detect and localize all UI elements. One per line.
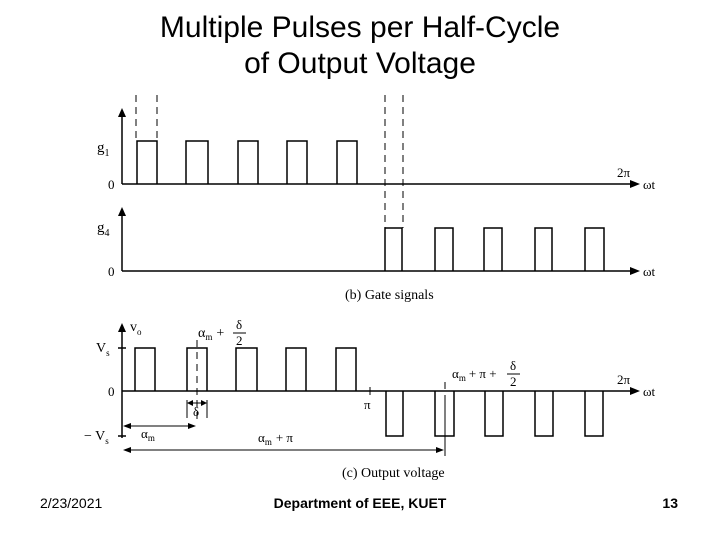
g1-label: g1 [97,140,110,159]
vo-label: vo [130,320,142,337]
output-voltage-caption: (c) Output voltage [342,466,445,481]
g4-pulse [483,227,503,271]
alpha-m-label: αm [141,426,155,443]
g4-pulse [584,227,605,271]
vo-x-arrow [630,387,640,395]
g1-omega-t-label: ωt [643,177,656,192]
vo-negative-pulse [385,391,404,437]
alpha-delta-half-label: αm + [198,326,224,342]
gate-signals-caption: (b) Gate signals [345,288,434,303]
arrowhead [123,423,131,429]
footer-department: Department of EEE, KUET [273,495,447,511]
g4-zero-label: 0 [108,264,115,279]
arrowhead [436,447,444,453]
g1-pulse [136,140,158,184]
g1-x-arrow [630,180,640,188]
g4-pulse [534,227,553,271]
footer-date: 2/23/2021 [40,495,103,511]
vo-positive-pulse [186,347,208,391]
vo-two-pi-label: 2π [617,372,631,387]
vo-positive-pulse [134,347,156,391]
alpha-pi-delta-half-num: δ [510,358,516,373]
vo-negative-pulse [534,391,554,437]
slide-title-line2: of Output Voltage [244,47,476,80]
g4-pulse [434,227,454,271]
g4-omega-t-label: ωt [643,264,656,279]
pi-label: π [364,397,371,412]
page-number: 13 [662,495,678,511]
g4-y-arrow [118,207,126,216]
alpha-delta-half-den: 2 [236,333,243,348]
alpha-pi-delta-half-den: 2 [510,374,517,389]
arrowhead [201,400,207,406]
vo-positive-pulse [335,347,357,391]
g1-pulse [336,140,358,184]
vo-positive-pulse [235,347,258,391]
vo-positive-pulse [285,347,307,391]
delta-label: δ [193,404,199,419]
g1-two-pi-label: 2π [617,165,631,180]
vo-negative-pulse [584,391,604,437]
slide-title-line1: Multiple Pulses per Half-Cycle [159,11,561,44]
alpha-pi-delta-half-label: αm + π + [452,366,497,383]
g1-pulse [185,140,209,184]
alpha-delta-half-num: δ [236,317,242,332]
g4-pulse [384,227,403,271]
g1-pulse [286,140,308,184]
neg-vs-label: − Vs [84,429,109,446]
g4-x-arrow [630,267,640,275]
g1-y-arrow [118,108,126,117]
vo-omega-t-label: ωt [643,384,656,399]
arrowhead [187,400,193,406]
g1-zero-label: 0 [108,177,115,192]
vo-y-arrow [118,323,126,332]
arrowhead [123,447,131,453]
g4-label: g4 [97,220,110,239]
vo-zero-label: 0 [108,384,115,399]
g1-pulse [237,140,259,184]
arrowhead [188,423,196,429]
alpha-m-plus-pi-label: αm + π [258,430,293,447]
vo-negative-pulse [484,391,504,437]
vs-label: Vs [96,341,110,358]
